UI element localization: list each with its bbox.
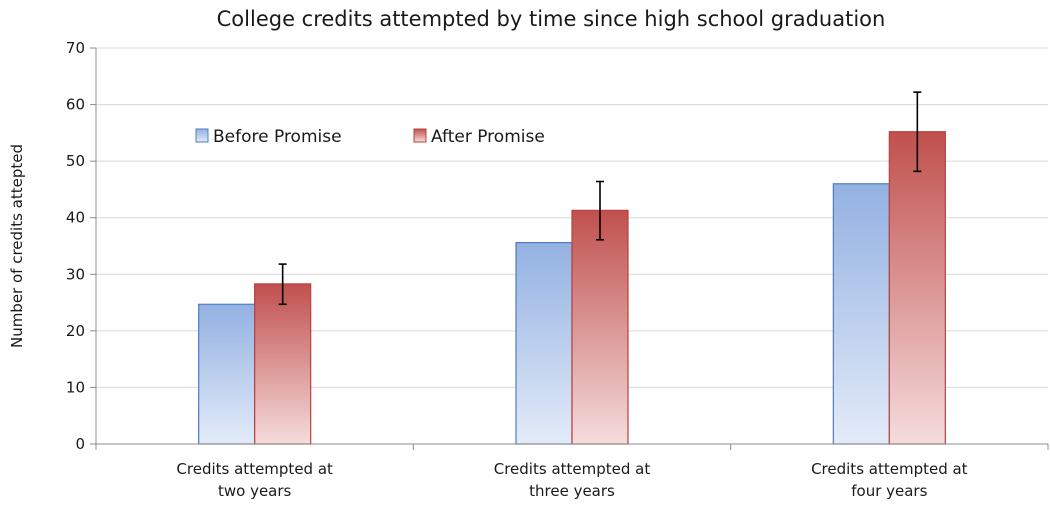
error-bars [278,91,922,306]
legend-swatch-before [195,128,209,143]
bar-before-2 [832,183,890,445]
category-labels: Credits attempted at two years Credits att… [176,460,967,500]
chart-title: College credits attempted by time since … [217,7,886,31]
y-tick-label-30: 30 [66,265,85,283]
bar-after-2 [888,131,946,445]
category-label-2-line-1: four years [851,482,927,500]
bar-before-1 [515,242,573,445]
category-label-0-line-0: Credits attempted at [176,460,333,478]
legend: Before Promise After Promise [195,127,545,147]
bar-before-0 [198,303,256,445]
legend-label-before: Before Promise [213,127,342,147]
bar-after-0 [254,283,312,445]
legend-label-after: After Promise [431,127,545,147]
y-tick-label-40: 40 [66,209,85,227]
bars [198,131,946,445]
y-tick-label-10: 10 [66,378,85,396]
axes [95,48,1049,450]
y-axis-ticks: 0 10 20 30 40 50 60 70 [66,39,96,453]
category-label-2-line-0: Credits attempted at [811,460,968,478]
y-tick-label-20: 20 [66,322,85,340]
y-tick-label-70: 70 [66,39,85,57]
y-axis-label: Number of credits attepted [8,144,26,348]
y-tick-label-60: 60 [66,96,85,114]
legend-swatch-after [413,128,427,143]
y-tick-label-0: 0 [75,435,85,453]
category-label-1-line-0: Credits attempted at [494,460,651,478]
category-label-0-line-1: two years [218,482,292,500]
y-tick-label-50: 50 [66,152,85,170]
bar-after-1 [571,209,629,445]
category-label-1-line-1: three years [529,482,615,500]
